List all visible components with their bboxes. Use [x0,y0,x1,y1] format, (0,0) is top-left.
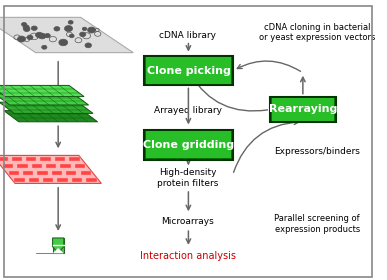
Circle shape [68,20,73,24]
Circle shape [24,27,30,32]
Circle shape [23,25,29,29]
Bar [75,164,85,168]
Bar [52,171,62,175]
Bar [66,171,77,175]
Circle shape [59,39,68,46]
FancyBboxPatch shape [146,131,231,158]
Circle shape [80,32,86,37]
Text: cDNA cloning in bacterial
or yeast expression vectors: cDNA cloning in bacterial or yeast expre… [259,22,375,42]
Bar [80,171,91,175]
Bar [57,178,68,182]
Circle shape [17,36,26,42]
Bar [72,178,82,182]
Circle shape [42,45,47,49]
Circle shape [54,27,60,31]
Text: High-density
protein filters: High-density protein filters [157,168,218,188]
Text: Rearraying: Rearraying [269,104,337,115]
Bar [55,157,65,161]
Text: cDNA library: cDNA library [159,31,216,39]
Bar [41,157,51,161]
Bar [23,171,33,175]
Bar [26,157,36,161]
FancyBboxPatch shape [144,56,233,85]
Circle shape [82,27,87,31]
Polygon shape [4,111,98,122]
Circle shape [65,25,72,32]
Text: Arrayed library: Arrayed library [154,106,222,115]
Polygon shape [0,94,89,105]
Polygon shape [0,102,93,113]
Text: Clone picking: Clone picking [147,66,231,76]
Polygon shape [0,17,133,53]
Circle shape [38,33,46,39]
FancyBboxPatch shape [270,97,336,122]
Circle shape [31,26,37,31]
Circle shape [36,32,43,38]
Circle shape [21,22,27,26]
FancyBboxPatch shape [272,98,334,121]
Bar [3,164,13,168]
Bar [86,178,96,182]
Circle shape [85,43,91,48]
Text: Microarrays: Microarrays [161,217,214,226]
FancyBboxPatch shape [144,130,233,160]
Bar [46,164,57,168]
Bar [14,178,24,182]
Bar [69,157,80,161]
Circle shape [87,27,96,33]
Circle shape [45,34,50,38]
Bar [53,238,64,253]
Polygon shape [53,238,64,253]
Polygon shape [0,155,101,183]
Bar [43,178,53,182]
Bar [60,164,71,168]
Text: Expressors/binders: Expressors/binders [274,147,360,156]
FancyBboxPatch shape [146,57,231,84]
Bar [29,178,39,182]
Bar [32,164,42,168]
Polygon shape [53,248,64,253]
Bar [9,171,19,175]
Circle shape [69,34,74,38]
Text: Interaction analysis: Interaction analysis [140,251,236,261]
Bar [38,171,48,175]
Polygon shape [0,85,84,97]
Bar [0,157,8,161]
Bar [17,164,28,168]
Bar [12,157,22,161]
Circle shape [27,35,33,40]
Text: Clone gridding: Clone gridding [143,140,234,150]
Text: Parallel screening of
expression products: Parallel screening of expression product… [274,214,360,234]
